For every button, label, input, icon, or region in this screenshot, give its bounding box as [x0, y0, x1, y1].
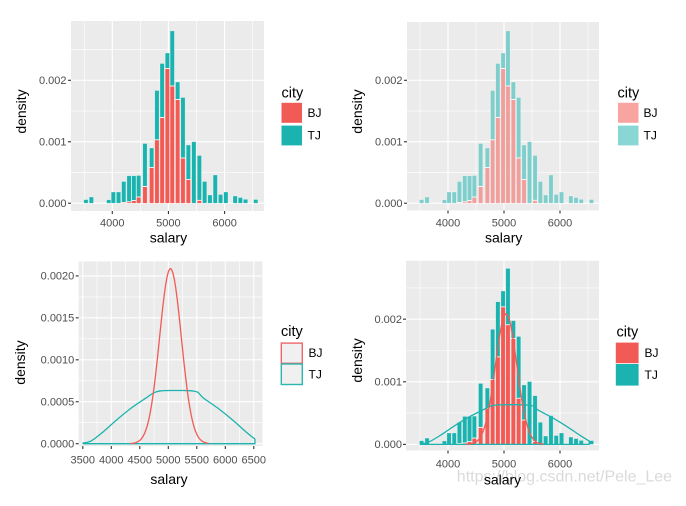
svg-text:density: density	[349, 338, 365, 382]
svg-text:BJ: BJ	[645, 346, 659, 360]
svg-text:0.000: 0.000	[374, 439, 402, 451]
svg-text:0.0010: 0.0010	[41, 355, 75, 367]
svg-text:6000: 6000	[213, 454, 237, 466]
svg-text:6500: 6500	[242, 454, 266, 466]
svg-text:4000: 4000	[436, 458, 460, 470]
svg-text:city: city	[281, 324, 304, 340]
svg-text:TJ: TJ	[308, 129, 321, 143]
svg-text:https://blog.csdn.net/Pele_Lee: https://blog.csdn.net/Pele_Lee	[457, 469, 672, 486]
svg-text:6000: 6000	[212, 218, 236, 230]
svg-text:salary: salary	[150, 471, 187, 487]
svg-text:BJ: BJ	[308, 106, 322, 120]
svg-text:5000: 5000	[492, 218, 516, 230]
svg-text:0.001: 0.001	[39, 137, 67, 149]
svg-text:0.002: 0.002	[39, 75, 67, 87]
svg-text:5500: 5500	[185, 454, 209, 466]
svg-text:0.0015: 0.0015	[41, 313, 75, 325]
svg-text:5000: 5000	[156, 454, 180, 466]
svg-text:5000: 5000	[492, 458, 516, 470]
svg-text:6000: 6000	[548, 218, 572, 230]
svg-text:TJ: TJ	[644, 129, 657, 143]
svg-text:city: city	[282, 85, 305, 101]
svg-text:3500: 3500	[71, 454, 95, 466]
svg-text:4000: 4000	[100, 218, 124, 230]
svg-text:4500: 4500	[128, 454, 152, 466]
svg-text:0.002: 0.002	[374, 314, 402, 326]
svg-text:TJ: TJ	[645, 368, 658, 382]
svg-text:density: density	[13, 89, 29, 133]
svg-text:4000: 4000	[436, 218, 460, 230]
svg-text:BJ: BJ	[309, 346, 323, 360]
svg-text:0.0020: 0.0020	[41, 271, 75, 283]
svg-text:4000: 4000	[99, 454, 123, 466]
svg-text:salary: salary	[485, 230, 522, 246]
svg-text:0.001: 0.001	[375, 137, 403, 149]
svg-text:density: density	[349, 89, 365, 133]
svg-text:0.0000: 0.0000	[41, 439, 75, 451]
svg-text:0.000: 0.000	[39, 198, 67, 210]
svg-text:density: density	[12, 340, 28, 384]
svg-text:salary: salary	[484, 472, 521, 488]
svg-text:TJ: TJ	[309, 368, 322, 382]
svg-text:BJ: BJ	[644, 106, 658, 120]
svg-text:0.000: 0.000	[375, 198, 403, 210]
svg-text:0.001: 0.001	[374, 377, 402, 389]
svg-text:5000: 5000	[156, 218, 180, 230]
svg-text:salary: salary	[150, 230, 187, 246]
svg-text:city: city	[617, 324, 640, 340]
svg-text:city: city	[618, 85, 641, 101]
svg-text:0.002: 0.002	[375, 75, 403, 87]
svg-text:0.0005: 0.0005	[41, 397, 75, 409]
svg-text:6000: 6000	[548, 458, 572, 470]
